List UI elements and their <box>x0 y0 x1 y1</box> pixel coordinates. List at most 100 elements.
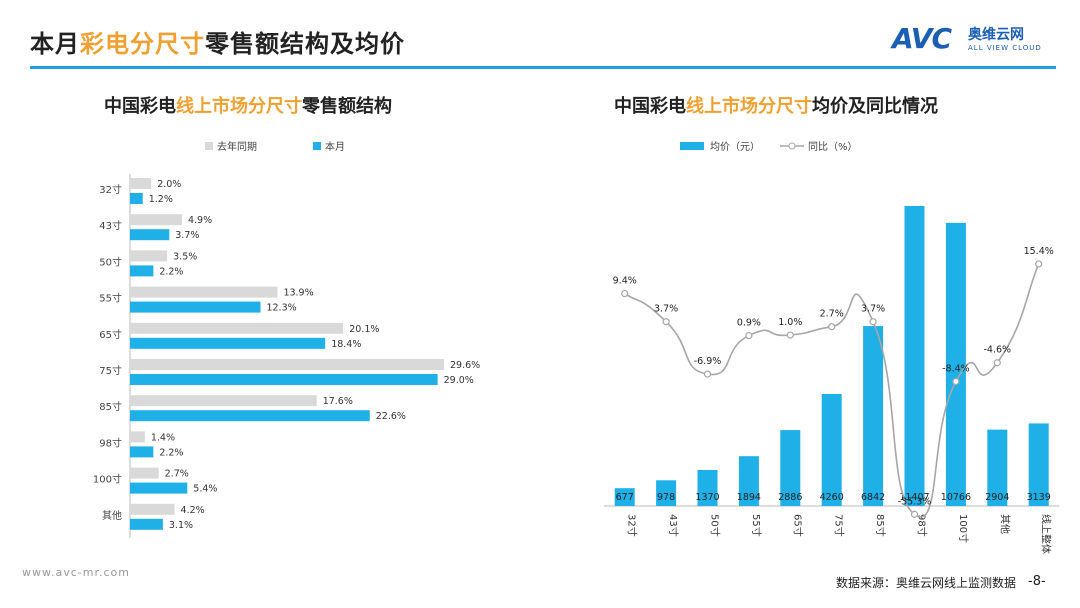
category-label: 其他 <box>998 514 1011 534</box>
bar-value-label: 17.6% <box>323 396 353 407</box>
bar-this-month <box>130 193 143 204</box>
bar-value-label: 5.4% <box>193 484 217 495</box>
category-label: 32寸 <box>99 183 122 196</box>
price-value-label: 2904 <box>985 492 1009 503</box>
left-chart-title: 中国彩电线上市场分尺寸零售额结构 <box>104 96 392 117</box>
category-label: 98寸 <box>99 436 122 449</box>
yoy-marker <box>1035 260 1043 268</box>
yoy-marker <box>910 510 919 518</box>
page-title: 本月彩电分尺寸零售额结构及均价 <box>30 30 405 58</box>
bar-value-label: 12.3% <box>266 303 296 314</box>
price-value-label: 3139 <box>1027 492 1051 503</box>
bar-value-label: 2.2% <box>159 447 183 458</box>
bar-this-month <box>130 229 170 241</box>
legend-label-yoy: 同比（%） <box>808 141 858 153</box>
bar-this-month <box>130 374 438 385</box>
right-chart-title: 中国彩电线上市场分尺寸均价及同比情况 <box>614 96 938 117</box>
yoy-marker <box>745 331 753 340</box>
bar-this-month <box>130 446 154 458</box>
price-value-label: 6842 <box>861 492 885 503</box>
logo-mark: AVC <box>892 22 952 55</box>
category-label: 100寸 <box>957 514 970 543</box>
bar-value-label: 20.1% <box>349 324 379 335</box>
bar-value-label: 22.6% <box>376 411 406 422</box>
yoy-marker <box>869 318 877 326</box>
bar-value-label: 4.2% <box>181 505 205 516</box>
category-label: 65寸 <box>99 328 122 341</box>
price-value-label: 2886 <box>778 492 802 503</box>
category-label: 50寸 <box>99 255 122 268</box>
legend-marker-yoy <box>788 142 796 150</box>
yoy-marker <box>786 331 794 339</box>
bar-last-year <box>130 322 344 334</box>
bar-value-label: 2.2% <box>159 266 183 277</box>
logo-en: ALL VIEW CLOUD <box>968 44 1042 52</box>
bar-value-label: 3.1% <box>169 520 193 531</box>
bar-this-month <box>130 482 188 494</box>
yoy-value-label: 2.7% <box>820 309 844 320</box>
bar-last-year <box>130 359 444 370</box>
price-value-label: 4260 <box>820 492 844 503</box>
price-yoy-combo-chart: 均价（元） 同比（%） 677 32寸 978 43寸 1370 50寸 1894 55寸 2886… <box>604 141 1060 554</box>
yoy-marker <box>952 377 960 386</box>
bar-this-month <box>130 410 370 422</box>
yoy-value-label: 3.7% <box>654 304 678 315</box>
bar-value-label: 3.7% <box>175 230 199 241</box>
bar-last-year <box>130 286 278 298</box>
legend-swatch-0 <box>205 142 213 150</box>
bar-last-year <box>130 431 145 443</box>
price-bar <box>614 488 635 506</box>
yoy-value-label: -8.4% <box>942 363 970 374</box>
yoy-value-label: -6.9% <box>694 356 722 367</box>
data-source: 数据来源：奥维云网线上监测数据 <box>836 576 1017 590</box>
price-bar <box>945 222 966 506</box>
price-bar <box>1028 423 1049 506</box>
yoy-value-label: -4.6% <box>984 345 1012 356</box>
bar-last-year <box>130 250 168 262</box>
category-label: 65寸 <box>791 514 804 537</box>
yoy-value-label: 3.7% <box>861 304 885 315</box>
price-bar <box>738 456 759 506</box>
legend-label-0: 去年同期 <box>217 140 257 153</box>
yoy-marker <box>828 323 836 331</box>
legend-swatch-price <box>680 142 704 150</box>
bar-value-label: 13.9% <box>283 288 313 299</box>
page-number: -8- <box>1028 574 1046 589</box>
bar-value-label: 2.7% <box>165 469 189 480</box>
category-label: 其他 <box>102 509 122 522</box>
website-url: www.avc-mr.com <box>22 566 130 579</box>
price-value-label: 10766 <box>941 492 971 503</box>
category-label: 85寸 <box>99 400 122 413</box>
price-bar <box>904 206 925 506</box>
yoy-value-label: 15.4% <box>1024 246 1054 257</box>
yoy-marker <box>703 370 712 378</box>
bar-value-label: 1.2% <box>149 194 173 205</box>
bar-this-month <box>130 518 163 530</box>
bar-this-month <box>130 337 326 349</box>
category-label: 55寸 <box>750 514 763 537</box>
bar-this-month <box>130 301 261 313</box>
price-value-label: 11407 <box>899 492 929 503</box>
price-bar <box>656 480 677 506</box>
yoy-marker <box>662 318 670 326</box>
price-value-label: 978 <box>657 492 675 503</box>
category-label: 线上整体 <box>1040 514 1053 554</box>
price-value-label: 1370 <box>695 492 719 503</box>
category-label: 75寸 <box>833 514 846 537</box>
bar-value-label: 29.6% <box>450 360 480 371</box>
price-bar <box>987 429 1008 506</box>
category-label: 85寸 <box>874 514 887 537</box>
legend-swatch-1 <box>313 142 321 150</box>
bar-value-label: 1.4% <box>151 432 175 443</box>
logo-cn: 奥维云网 <box>968 27 1024 43</box>
yoy-marker <box>993 359 1001 367</box>
price-bar <box>780 430 801 506</box>
bar-last-year <box>130 214 182 226</box>
category-label: 43寸 <box>667 514 680 537</box>
price-bar <box>697 469 718 506</box>
yoy-marker <box>621 289 629 298</box>
legend-label-price: 均价（元） <box>710 141 760 153</box>
bar-this-month <box>130 265 154 277</box>
bar-value-label: 29.0% <box>444 375 474 386</box>
category-label: 43寸 <box>99 219 122 232</box>
